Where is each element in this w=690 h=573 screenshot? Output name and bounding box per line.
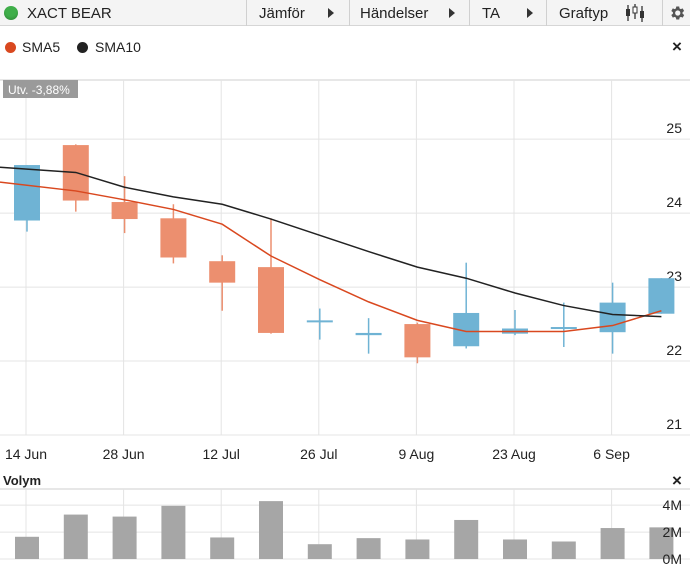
candle-body [550,327,577,330]
caret-right-icon [449,8,455,18]
status-dot [4,6,18,20]
x-tick-label: 9 Aug [398,446,434,462]
legend-sma10-dot [77,42,88,53]
volume-bar [551,541,576,559]
gear-icon [670,6,684,20]
candle-body [306,320,333,323]
x-tick-label: 28 Jun [103,446,145,462]
volume-bar [356,538,381,559]
volume-bar [210,537,235,559]
y-tick-label: 22 [666,342,682,358]
events-menu-label: Händelser [360,4,429,22]
candle [306,308,333,340]
compare-menu-button[interactable]: Jämför [246,0,349,26]
volume-tick-label: 0M [663,551,682,567]
candle-body [648,278,675,314]
change-badge-text: Utv. -3,88% [8,83,70,97]
candle-body [599,302,626,333]
close-volume-icon[interactable]: × [672,471,682,490]
x-tick-label: 26 Jul [300,446,337,462]
candle [404,322,431,364]
candlestick-icon [626,4,644,22]
instrument-label-group: XACT BEAR [4,0,112,26]
y-tick-label: 25 [666,120,682,136]
legend: SMA5 SMA10 × [0,34,690,60]
legend-sma10-label: SMA10 [95,39,141,55]
caret-right-icon [527,8,533,18]
candle [209,255,236,311]
volume-bar [112,516,137,559]
volume-bar [405,539,430,559]
y-tick-label: 21 [666,416,682,432]
y-tick-label: 24 [666,194,682,210]
candle-body [209,261,236,283]
charttype-menu-label: Graftyp [559,4,609,22]
candle-body [258,267,284,333]
plot-area [0,80,690,435]
sma-line-sma10 [0,166,662,318]
candle [355,318,382,354]
legend-sma5-label: SMA5 [22,39,61,55]
volume-title: Volym [3,473,42,488]
candle-body [404,324,431,358]
volume-bar [503,539,527,559]
legend-sma5-dot [5,42,16,53]
x-tick-label: 23 Aug [492,446,536,462]
volume-bar [63,514,88,559]
candle-body [355,332,382,336]
x-tick-label: 6 Sep [593,446,630,462]
volume-bar [259,501,283,559]
change-badge-bg [3,80,78,98]
settings-button[interactable] [662,0,690,26]
candle [550,302,577,347]
candle-body [14,165,40,221]
candle [111,176,138,234]
compare-menu-label: Jämför [259,4,305,22]
volume-tick-label: 4M [663,497,682,513]
candle [14,165,40,232]
volume-bar [15,536,39,559]
candle-body [160,218,187,258]
close-legend-icon[interactable]: × [672,37,682,56]
volume-bar [649,527,674,559]
x-tick-label: 14 Jun [5,446,47,462]
toolbar: XACT BEAR Jämför Händelser TA Graftyp [0,0,690,26]
candle [648,278,675,314]
candle-body [111,202,138,220]
volume-tick-label: 2M [663,524,682,540]
ta-menu-label: TA [482,4,501,22]
candle [258,218,284,334]
charttype-menu-button[interactable]: Graftyp [546,0,662,26]
change-badge: Utv. -3,88% [3,80,78,98]
sma-line-sma5 [0,181,662,333]
volume-bar [307,544,332,559]
instrument-name: XACT BEAR [27,4,112,22]
candle [160,204,187,264]
events-menu-button[interactable]: Händelser [349,0,469,26]
volume-bar [161,505,186,559]
caret-right-icon [328,8,334,18]
x-tick-label: 12 Jul [203,446,240,462]
volume-bar [600,528,625,559]
volume-bar [454,519,479,559]
ta-menu-button[interactable]: TA [469,0,546,26]
